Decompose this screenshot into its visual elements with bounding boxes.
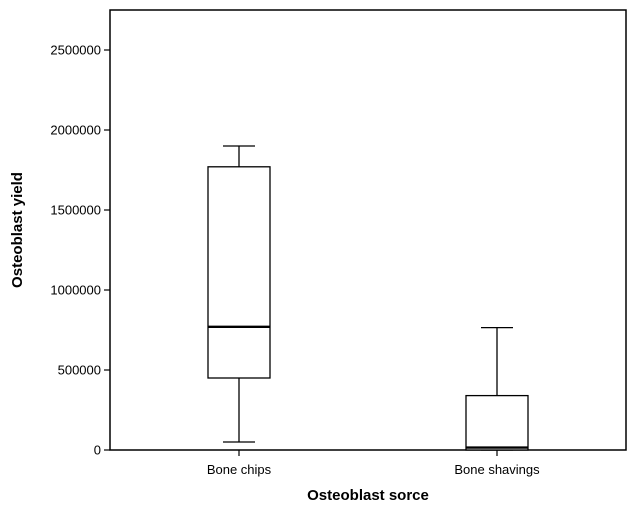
y-tick-label: 2000000 — [50, 123, 101, 138]
box-bone-shavings — [465, 326, 529, 451]
box-bone-chips — [207, 145, 271, 443]
y-tick-label: 2500000 — [50, 43, 101, 58]
boxes — [207, 145, 529, 451]
y-axis: 0 500000 1000000 1500000 2000000 2500000 — [50, 43, 110, 458]
y-tick-label: 1500000 — [50, 203, 101, 218]
y-tick-label: 0 — [94, 443, 101, 458]
y-tick-label: 500000 — [58, 363, 101, 378]
plot-area — [109, 9, 627, 451]
x-axis-title: Osteoblast sorce — [307, 487, 429, 504]
iqr-box — [465, 394, 529, 451]
x-tick-label: Bone shavings — [454, 462, 540, 477]
iqr-box — [207, 166, 271, 379]
x-axis: Bone chips Bone shavings — [207, 450, 540, 477]
y-tick-label: 1000000 — [50, 283, 101, 298]
plot-frame — [109, 9, 627, 451]
x-tick-label: Bone chips — [207, 462, 272, 477]
y-axis-title: Osteoblast yield — [9, 172, 26, 288]
